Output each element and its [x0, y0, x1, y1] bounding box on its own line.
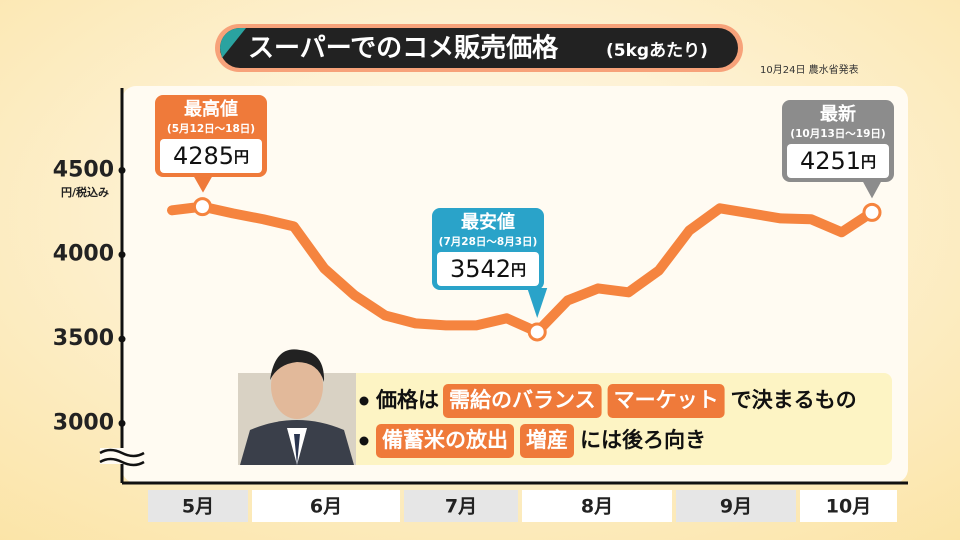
title-accent	[220, 28, 246, 58]
axis-break	[99, 448, 145, 467]
y-axis-label: 円/税込み	[61, 185, 109, 199]
y-tick-label: 4500	[53, 157, 114, 182]
line	[167, 201, 877, 337]
callout-value-box	[437, 252, 539, 286]
highlight	[376, 424, 514, 458]
highlight	[607, 384, 725, 418]
title-box	[220, 28, 738, 68]
y-tick	[118, 166, 126, 174]
point	[527, 322, 547, 342]
callout-pointer	[193, 175, 213, 193]
x-tick-label: 9月	[720, 496, 752, 518]
data-label: 4285円	[173, 142, 249, 170]
y-tick-label: 4000	[53, 242, 114, 267]
y-tick	[118, 251, 126, 259]
comment-text: 価格は	[375, 388, 439, 412]
point	[862, 202, 882, 222]
comment-text: には後ろ向き	[580, 428, 706, 452]
data-label-unit: 円	[861, 153, 876, 171]
y-tick	[118, 335, 126, 343]
callout-pointer	[862, 180, 882, 199]
x-band	[800, 490, 897, 522]
point	[192, 197, 212, 217]
x-band	[148, 490, 248, 522]
x-band	[522, 490, 672, 522]
comment-text: で決まるもの	[731, 388, 857, 412]
data-label-value: 4285	[173, 142, 234, 170]
callout-period: (5月12日～18日)	[167, 123, 255, 135]
chart-title: スーパーでのコメ販売価格	[248, 33, 559, 64]
callout-title: 最新	[820, 103, 856, 125]
source: 10月24日 農水省発表	[760, 63, 859, 76]
highlight-text: マーケット	[614, 388, 719, 412]
data-label: 4251円	[800, 147, 876, 175]
x-tick-label: 8月	[581, 496, 613, 518]
data-label-value: 3542	[450, 255, 511, 283]
highlight	[443, 384, 602, 418]
bullet	[359, 396, 369, 406]
x-band	[676, 490, 796, 522]
data-label-unit: 円	[511, 261, 526, 279]
highlight-text: 増産	[526, 428, 568, 452]
highlight-text: 備蓄米の放出	[382, 428, 508, 452]
callout-value-box	[160, 139, 262, 173]
highlight-text: 需給のバランス	[449, 388, 596, 412]
data-label-value: 4251	[800, 147, 861, 175]
data-label-unit: 円	[234, 148, 249, 166]
bullet	[359, 436, 369, 446]
photo-face	[271, 353, 323, 419]
x-tick-label: 6月	[310, 496, 342, 518]
y-tick	[118, 419, 126, 427]
chart-subtitle: (5kgあたり)	[606, 41, 708, 61]
y-tick-label: 3000	[53, 410, 114, 435]
x-band	[404, 490, 518, 522]
y-tick-label: 3500	[53, 326, 114, 351]
callout-period: (7月28日～8月3日)	[439, 236, 538, 248]
x-tick-label: 5月	[182, 496, 214, 518]
x-tick-label: 10月	[826, 496, 871, 518]
callout-pointer	[527, 288, 548, 318]
callout-period: (10月13日～19日)	[790, 128, 885, 140]
photo-tie	[294, 434, 300, 465]
data-label: 3542円	[450, 255, 526, 283]
callout-title: 最高値	[184, 98, 238, 120]
callout-value-box	[787, 144, 889, 178]
x-band	[252, 490, 400, 522]
x-tick-label: 7月	[445, 496, 477, 518]
highlight	[520, 424, 574, 458]
photo-hair	[270, 349, 325, 382]
callout-title: 最安値	[461, 211, 515, 233]
